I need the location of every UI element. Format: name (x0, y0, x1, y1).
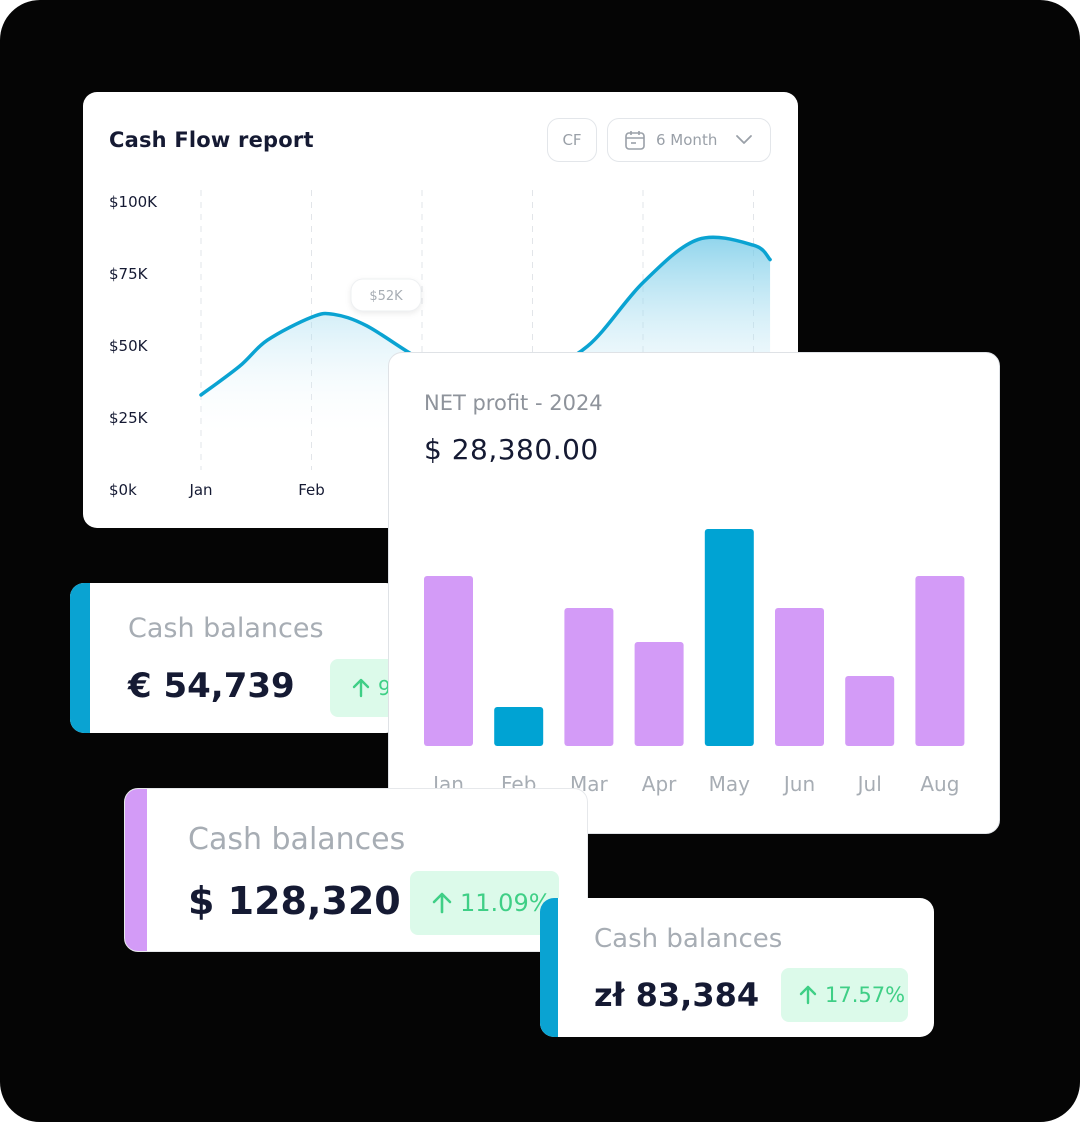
change-badge: 17.57% (781, 968, 908, 1022)
x-tick-label: Feb (298, 481, 325, 499)
range-select[interactable]: 6 Month (607, 118, 771, 162)
change-value: 11.09% (460, 889, 552, 917)
bar-jun[interactable] (775, 608, 824, 746)
bar-feb[interactable] (494, 707, 544, 746)
balance-value: € 54,739 (128, 666, 295, 706)
bar-jul[interactable] (845, 676, 895, 746)
chevron-down-icon (735, 134, 753, 146)
net-profit-card: NET profit - 2024 $ 28,380.00 Jan Feb Mar A… (388, 352, 1000, 834)
calendar-icon (624, 129, 646, 151)
accent-stripe (125, 789, 147, 951)
tooltip-label: $52K (369, 289, 403, 304)
net-profit-title: NET profit - 2024 (424, 391, 603, 415)
bar-aug[interactable] (915, 576, 965, 746)
bar-label: Jul (856, 772, 882, 796)
net-profit-value: $ 28,380.00 (424, 433, 599, 466)
balance-label: Cash balances (128, 613, 324, 644)
net-profit-bar-chart: Jan Feb Mar Apr May Jun Jul Aug (424, 529, 965, 796)
y-tick-label: $50K (109, 337, 149, 355)
balance-value: $ 128,320 (188, 879, 401, 923)
cash-balance-card-usd[interactable]: Cash balances $ 128,320 11.09% (124, 788, 588, 952)
range-select-label: 6 Month (656, 131, 718, 149)
bar-mar[interactable] (564, 608, 614, 746)
y-tick-label: $25K (109, 409, 149, 427)
arrow-up-icon (352, 678, 370, 698)
bar-label: Apr (642, 772, 677, 796)
y-tick-label: $100K (109, 193, 158, 211)
cash-flow-tooltip: $52K (350, 278, 422, 312)
bar-label: May (709, 772, 751, 796)
cash-balance-card-pln[interactable]: Cash balances zł 83,384 17.57% (540, 898, 934, 1037)
balance-value: zł 83,384 (594, 976, 760, 1014)
y-tick-label: $0k (109, 481, 137, 499)
arrow-up-icon (799, 984, 817, 1006)
x-tick-label: Jan (188, 481, 212, 499)
change-value: 9 (378, 676, 391, 700)
cash-flow-title: Cash Flow report (109, 128, 314, 152)
bar-may[interactable] (704, 529, 754, 746)
accent-stripe (540, 898, 558, 1037)
cf-button-label: CF (562, 131, 582, 149)
cf-button[interactable]: CF (547, 118, 597, 162)
change-value: 17.57% (825, 983, 906, 1007)
cash-balance-card-eur[interactable]: Cash balances € 54,739 9 (70, 583, 400, 733)
bar-label: Aug (920, 772, 959, 796)
arrow-up-icon (432, 891, 452, 915)
change-badge: 11.09% (410, 871, 559, 935)
y-tick-label: $75K (109, 265, 149, 283)
balance-label: Cash balances (188, 822, 406, 857)
bar-apr[interactable] (634, 642, 684, 746)
accent-stripe (70, 583, 90, 733)
bar-label: Jun (782, 772, 815, 796)
balance-label: Cash balances (594, 924, 783, 954)
bar-jan[interactable] (424, 576, 473, 746)
